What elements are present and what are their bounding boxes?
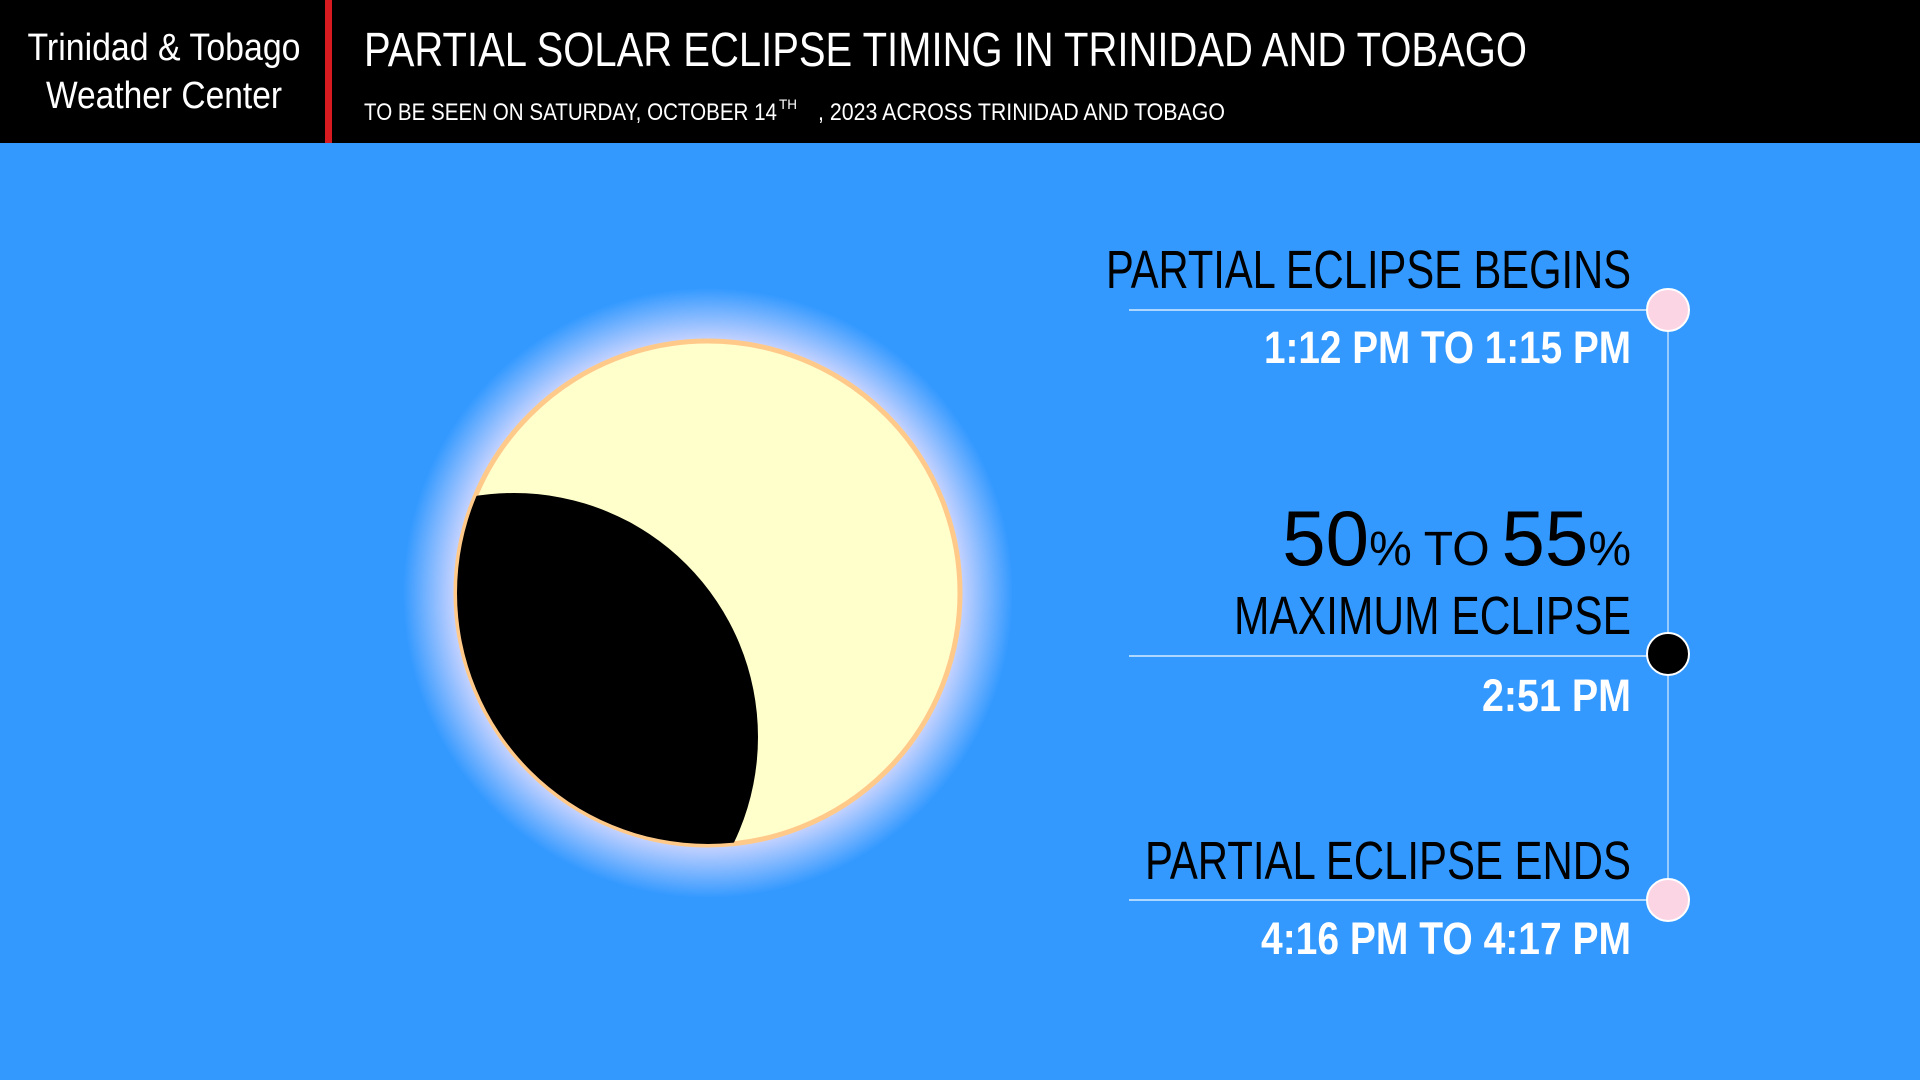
event-label: MAXIMUM ECLIPSE xyxy=(1234,586,1631,646)
magnitude-high: 55 xyxy=(1502,494,1589,582)
event-time: 4:16 PM TO 4:17 PM xyxy=(1261,913,1631,964)
magnitude-unit: % xyxy=(1369,523,1412,576)
event-label: PARTIAL ECLIPSE BEGINS xyxy=(1106,240,1631,300)
event-label: PARTIAL ECLIPSE ENDS xyxy=(1145,831,1631,891)
magnitude-joiner: TO xyxy=(1424,523,1490,576)
event-time: 1:12 PM TO 1:15 PM xyxy=(1264,322,1631,373)
header-divider xyxy=(325,0,332,143)
timeline-dot xyxy=(1646,632,1690,676)
header-bar xyxy=(0,0,1920,143)
timeline-dot xyxy=(1646,878,1690,922)
event-time: 2:51 PM xyxy=(1482,670,1631,721)
magnitude: 50% TO 55% xyxy=(1282,494,1631,582)
magnitude-low: 50 xyxy=(1282,494,1369,582)
moon xyxy=(457,493,758,844)
title: PARTIAL SOLAR ECLIPSE TIMING IN TRINIDAD… xyxy=(364,24,1527,77)
brand-line: Weather Center xyxy=(46,75,282,117)
subtitle: , 2023 ACROSS TRINIDAD AND TOBAGO xyxy=(818,99,1225,126)
subtitle-superscript: TH xyxy=(779,96,797,112)
subtitle: TO BE SEEN ON SATURDAY, OCTOBER 14 xyxy=(364,99,777,126)
brand-line: Trinidad & Tobago xyxy=(28,27,301,69)
magnitude-unit: % xyxy=(1588,523,1631,576)
timeline-dot xyxy=(1646,288,1690,332)
